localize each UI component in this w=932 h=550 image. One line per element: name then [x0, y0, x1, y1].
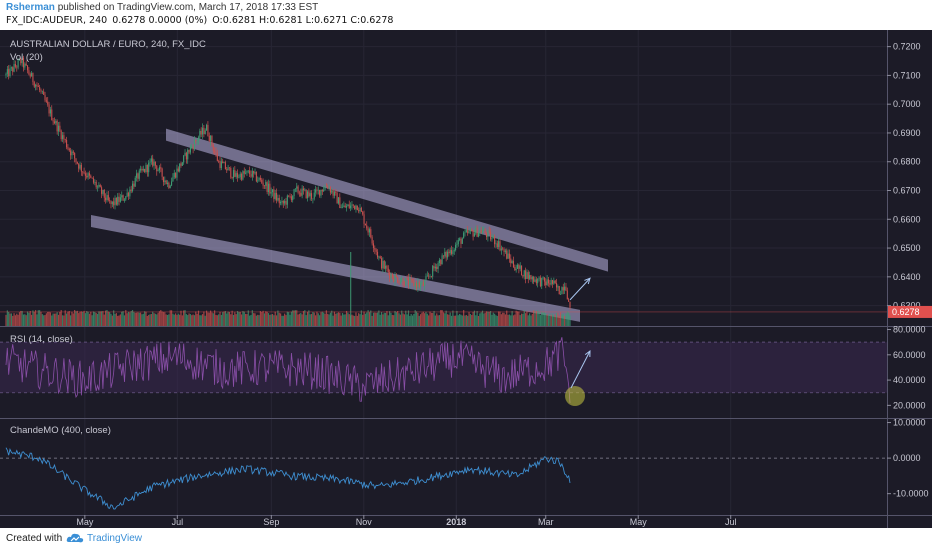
published-text: published on TradingView.com, March 17, …	[57, 2, 319, 13]
price-tick-label: 0.7200	[893, 42, 921, 52]
price-tick-label: 0.6300	[893, 301, 921, 311]
price-axis[interactable]: 0.7200 0.7100 0.7000 0.6900 0.6800 0.6700 0.66…	[887, 42, 929, 499]
time-tick-label: Sep	[263, 517, 279, 527]
chande-line	[5, 447, 571, 510]
pane-dividers	[0, 30, 932, 528]
price-tick-label: 0.6900	[893, 128, 921, 138]
candles	[5, 55, 571, 310]
publish-header: Rsherman published on TradingView.com, M…	[0, 0, 932, 30]
last-price-tag: 0.6278	[888, 305, 932, 318]
chande-title: ChandeMO (400, close)	[10, 425, 111, 436]
price-projection-arrow[interactable]	[569, 277, 591, 301]
time-tick-label: May	[76, 517, 94, 527]
price-tick-label: 0.6700	[893, 186, 921, 196]
ohlc-label: O:0.6281 H:0.6281 L:0.6271 C:0.6278	[212, 15, 394, 26]
oversold-highlight-circle[interactable]	[565, 386, 585, 406]
rsi-tick-label: 60.0000	[893, 350, 926, 360]
chart-svg[interactable]: 0.7200 0.7100 0.7000 0.6900 0.6800 0.6700 0.66…	[0, 30, 932, 528]
time-tick-label: Mar	[538, 517, 554, 527]
price-tick-label: 0.6400	[893, 272, 921, 282]
publish-line: Rsherman published on TradingView.com, M…	[6, 2, 318, 13]
chande-tick-label: 0.0000	[893, 453, 921, 463]
channel-upper-band[interactable]	[166, 128, 608, 272]
tradingview-cloud-icon[interactable]	[66, 531, 84, 545]
chart-area[interactable]	[0, 30, 932, 528]
time-tick-label: Nov	[356, 517, 373, 527]
grid-lines	[0, 30, 887, 515]
rsi-tick-label: 80.0000	[893, 325, 926, 335]
price-tick-label: 0.6500	[893, 243, 921, 253]
last-price-text: 0.6278	[892, 307, 920, 317]
rsi-title: RSI (14, close)	[10, 334, 73, 345]
change-label: 0.6278 0.0000 (0%)	[112, 15, 208, 26]
time-tick-label: Jul	[172, 517, 184, 527]
time-tick-label: 2018	[446, 517, 466, 527]
price-tick-label: 0.6600	[893, 214, 921, 224]
volume-label: Vol (20)	[10, 52, 43, 63]
footer: Created with TradingView	[0, 528, 932, 550]
chande-tick-label: -10.0000	[893, 489, 929, 499]
time-tick-label: May	[630, 517, 648, 527]
created-with-label: Created with	[6, 533, 63, 544]
rsi-projection-arrow[interactable]	[570, 349, 591, 389]
time-axis[interactable]: May Jul Sep Nov 2018 Mar May Jul	[76, 515, 736, 527]
tradingview-brand-link[interactable]: TradingView	[87, 533, 143, 544]
chande-tick-label: 10.0000	[893, 418, 926, 428]
rsi-line	[5, 337, 571, 403]
price-tick-label: 0.7000	[893, 99, 921, 109]
rsi-tick-label: 40.0000	[893, 375, 926, 385]
price-tick-label: 0.6800	[893, 157, 921, 167]
time-tick-label: Jul	[725, 517, 737, 527]
channel-lower-band[interactable]	[91, 214, 580, 322]
annotations	[0, 277, 887, 406]
volume-bars	[5, 252, 571, 326]
quote-line: FX_IDC:AUDEUR, 240 0.6278 0.0000 (0%) O:…	[6, 15, 395, 26]
symbol-label: FX_IDC:AUDEUR, 240	[6, 15, 108, 26]
publisher-link[interactable]: Rsherman	[6, 2, 55, 13]
channel-bands	[91, 128, 608, 322]
price-tick-label: 0.7100	[893, 70, 921, 80]
rsi-tick-label: 20.0000	[893, 400, 926, 410]
chart-title: AUSTRALIAN DOLLAR / EURO, 240, FX_IDC	[10, 39, 206, 50]
last-price-tag-bg	[888, 305, 932, 318]
